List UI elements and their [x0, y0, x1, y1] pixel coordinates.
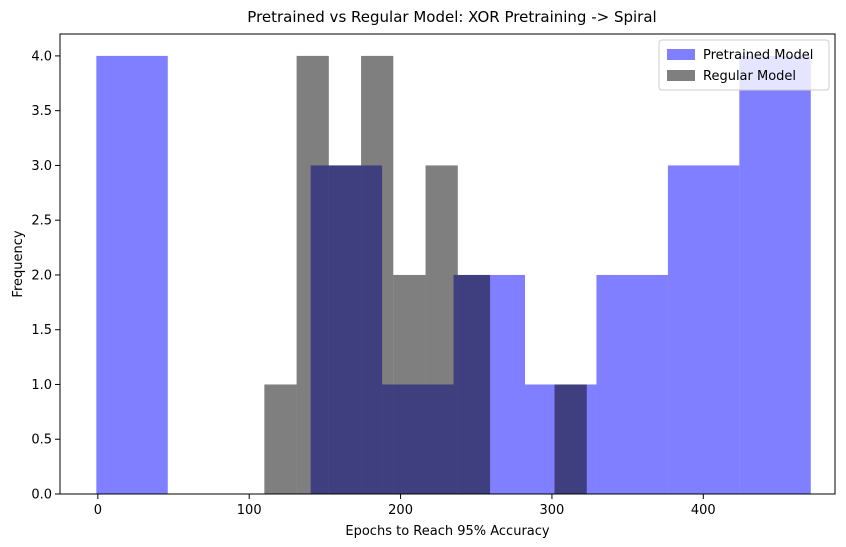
x-axis-ticks: 0 100 200 300 400	[94, 494, 716, 518]
histogram-bar	[554, 384, 587, 494]
histogram-bar	[393, 274, 426, 494]
x-tick-label: 0	[94, 503, 102, 518]
series-regular-bars	[264, 55, 587, 495]
x-tick-label: 400	[691, 503, 716, 518]
histogram-bar	[96, 55, 168, 495]
y-tick-label: 1.5	[31, 323, 52, 338]
legend-label: Pretrained Model	[703, 48, 813, 63]
y-axis-ticks: 0.0 0.5 1.0 1.5 2.0 2.5 3.0 3.5 4.0	[31, 49, 60, 503]
legend-swatch	[667, 70, 695, 81]
histogram-bar	[361, 55, 394, 495]
histogram-bar	[425, 165, 458, 494]
y-axis-label: Frequency	[11, 230, 26, 297]
chart-title: Pretrained vs Regular Model: XOR Pretrai…	[247, 8, 656, 26]
histogram-bar	[739, 55, 811, 495]
axes-frame	[59, 33, 836, 495]
legend-swatch	[667, 49, 695, 60]
histogram-bar	[296, 55, 329, 495]
legend: Pretrained Model Regular Model	[658, 39, 830, 91]
x-tick-label: 100	[237, 503, 262, 518]
y-tick-label: 2.0	[31, 268, 52, 283]
histogram-bar	[457, 274, 491, 494]
y-tick-label: 1.0	[31, 378, 52, 393]
x-tick-label: 200	[388, 503, 413, 518]
y-tick-label: 4.0	[31, 49, 52, 64]
y-tick-label: 0.0	[31, 488, 52, 503]
histogram-bar	[596, 274, 668, 494]
histogram-bar	[667, 165, 740, 494]
y-tick-label: 3.5	[31, 104, 52, 119]
y-tick-label: 2.5	[31, 214, 52, 229]
bars-layer	[96, 55, 811, 495]
legend-box	[658, 39, 830, 91]
y-tick-label: 0.5	[31, 433, 52, 448]
histogram-bar	[264, 384, 297, 494]
legend-label: Regular Model	[703, 69, 796, 84]
x-tick-label: 300	[540, 503, 565, 518]
y-tick-label: 3.0	[31, 159, 52, 174]
histogram-bar	[328, 165, 362, 494]
x-axis-label: Epochs to Reach 95% Accuracy	[345, 524, 550, 539]
